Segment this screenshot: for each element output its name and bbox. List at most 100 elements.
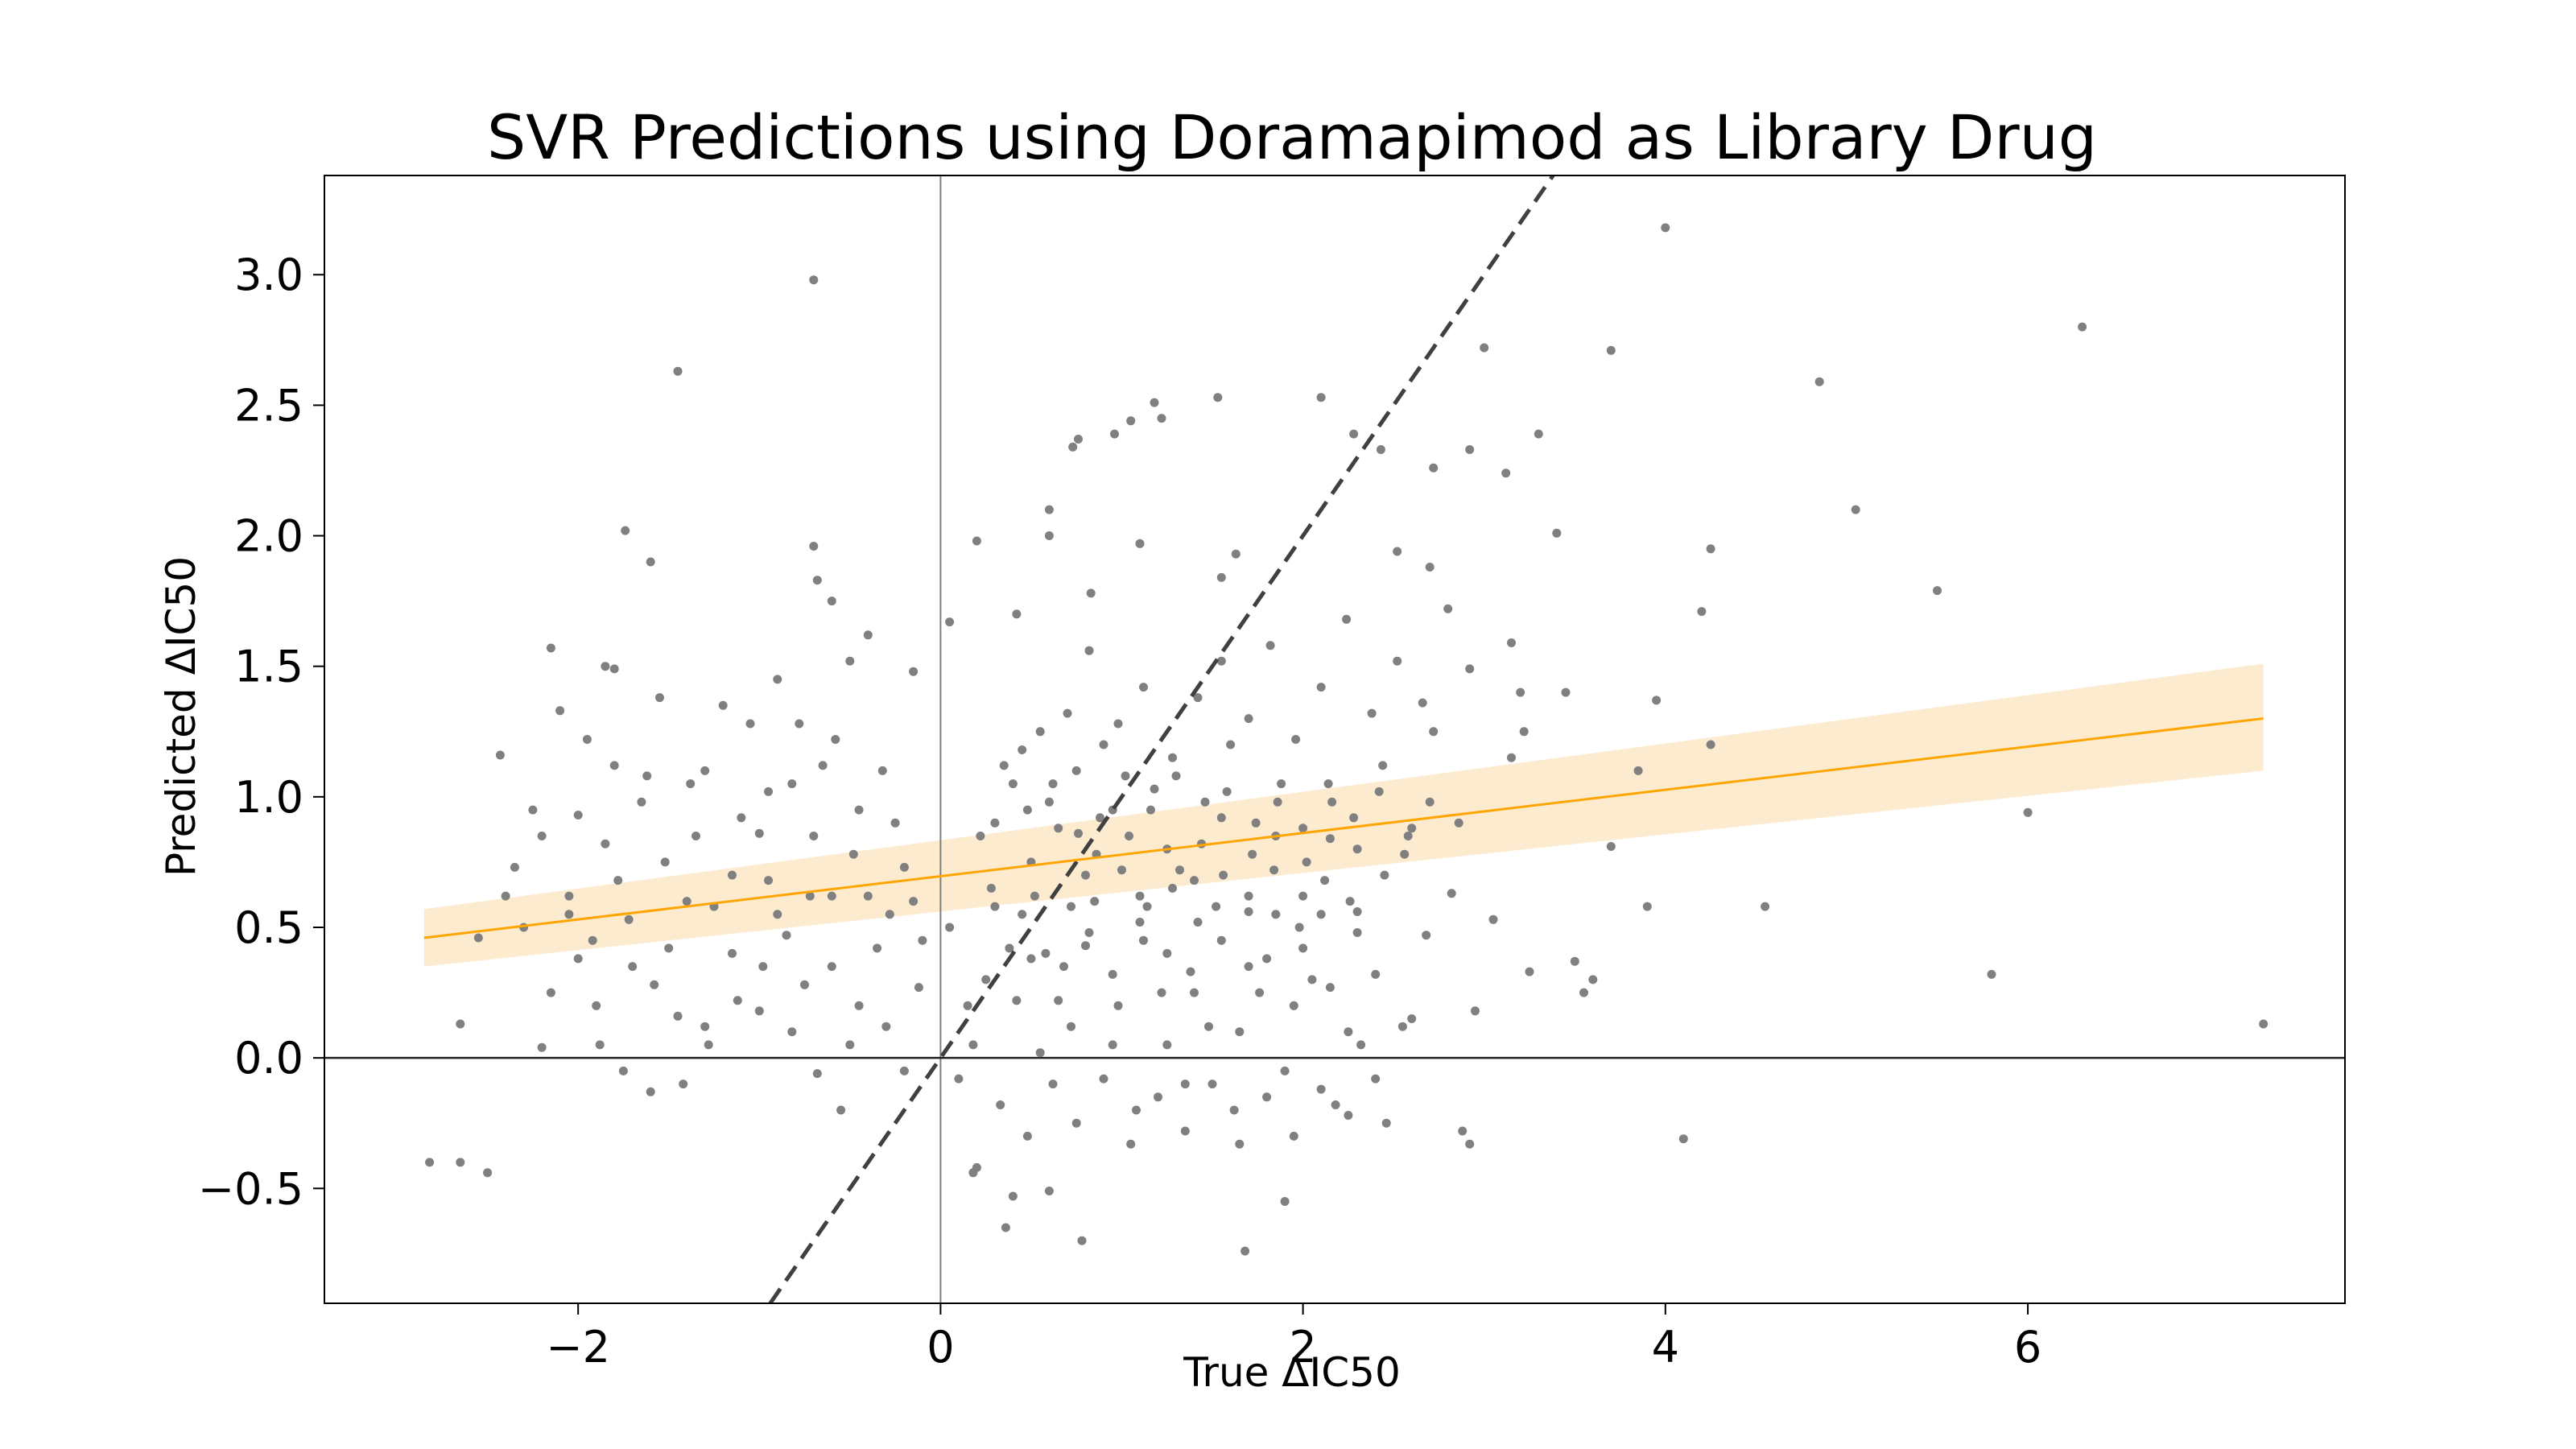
data-point	[1488, 914, 1498, 924]
data-point	[1422, 931, 1431, 940]
data-point	[1458, 1126, 1468, 1136]
confidence-band	[423, 663, 2264, 967]
data-point	[1008, 1191, 1018, 1201]
data-point	[1068, 442, 1078, 452]
data-point	[1135, 891, 1145, 901]
data-point	[646, 557, 655, 567]
data-point	[1186, 967, 1195, 976]
data-point	[573, 811, 583, 819]
data-point	[918, 935, 927, 945]
data-point	[1393, 656, 1402, 666]
data-point	[968, 1040, 978, 1050]
data-point	[1425, 797, 1435, 807]
data-point	[890, 818, 900, 828]
data-point	[1294, 923, 1304, 932]
data-point	[1077, 1236, 1087, 1245]
data-point	[1987, 969, 1996, 979]
data-point	[1193, 693, 1203, 703]
data-point	[1048, 1080, 1058, 1089]
data-point	[1429, 463, 1439, 473]
data-point	[1289, 1001, 1298, 1010]
data-point	[863, 891, 873, 901]
data-point	[809, 832, 819, 840]
x-tick-label: 0	[927, 1322, 954, 1373]
data-point	[782, 931, 791, 940]
data-point	[1190, 988, 1199, 997]
data-point	[1208, 1080, 1217, 1089]
chart-title: SVR Predictions using Doramapimod as Lib…	[487, 101, 2097, 173]
data-point	[1352, 844, 1362, 854]
data-point	[1652, 696, 1662, 705]
data-point	[1381, 1118, 1391, 1128]
x-tick-label: 6	[2014, 1322, 2041, 1373]
data-point	[501, 891, 510, 901]
data-point	[809, 275, 819, 285]
data-point	[1814, 377, 1824, 386]
data-point	[873, 943, 882, 953]
data-point	[986, 883, 996, 893]
data-point	[1044, 1187, 1054, 1195]
data-point	[1277, 779, 1286, 789]
data-point	[1231, 549, 1241, 559]
data-point	[1344, 1027, 1353, 1037]
data-point	[1298, 824, 1308, 833]
data-point	[1117, 865, 1126, 875]
data-point	[1325, 834, 1335, 844]
y-axis-label: Predicted ΔIC50	[158, 556, 204, 877]
y-tick-label: 1.0	[234, 772, 303, 823]
data-point	[1633, 766, 1643, 775]
data-point	[1851, 505, 1860, 514]
data-point	[682, 897, 691, 906]
data-point	[1407, 824, 1417, 833]
data-point	[655, 693, 664, 703]
data-points	[425, 223, 2268, 1256]
data-point	[1244, 962, 1253, 972]
data-point	[1235, 1027, 1245, 1037]
x-tick-label: −2	[546, 1322, 610, 1373]
data-point	[628, 962, 638, 972]
data-point	[1678, 1134, 1688, 1144]
data-point	[564, 910, 574, 919]
data-point	[495, 750, 505, 760]
data-point	[968, 1168, 978, 1178]
data-point	[1168, 883, 1177, 893]
data-point	[1265, 641, 1275, 650]
data-point	[1139, 935, 1148, 945]
data-point	[1059, 962, 1068, 972]
data-point	[582, 735, 592, 744]
data-point	[1507, 753, 1516, 762]
data-point	[1084, 928, 1094, 937]
data-point	[1352, 907, 1362, 916]
data-point	[1262, 1092, 1272, 1102]
data-point	[854, 805, 864, 815]
data-point	[673, 366, 683, 376]
data-point	[1248, 849, 1257, 859]
data-point	[456, 1158, 465, 1167]
data-point	[546, 988, 555, 997]
data-point	[845, 1040, 855, 1050]
data-point	[1090, 897, 1100, 906]
data-point	[1096, 813, 1104, 823]
data-point	[1302, 857, 1311, 867]
data-point	[425, 1158, 435, 1167]
data-point	[686, 779, 696, 789]
data-point	[800, 980, 809, 989]
data-point	[609, 761, 619, 770]
plot-frame	[324, 175, 2346, 1304]
data-point	[1008, 779, 1018, 789]
data-point	[1171, 771, 1181, 781]
data-point	[909, 667, 919, 676]
data-point	[1150, 398, 1159, 407]
data-point	[1349, 429, 1359, 439]
data-point	[1342, 614, 1352, 624]
data-point	[1706, 544, 1715, 554]
x-tick-label: 2	[1289, 1322, 1316, 1373]
data-point	[1376, 445, 1385, 454]
data-point	[1026, 954, 1036, 964]
identity-line	[768, 175, 1555, 1303]
data-point	[945, 923, 955, 932]
data-point	[805, 891, 815, 901]
data-point	[1180, 1080, 1190, 1089]
data-point	[787, 1027, 797, 1037]
data-point	[1606, 345, 1616, 355]
